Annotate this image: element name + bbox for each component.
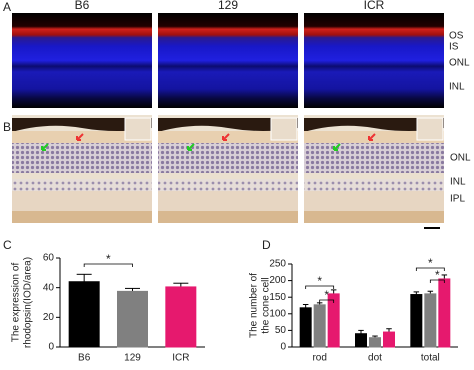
- arrow: [76, 133, 84, 141]
- opl-layer: [158, 173, 298, 179]
- gcl-layer: [158, 211, 298, 223]
- layer-label: OS: [449, 31, 464, 42]
- fluorescence-image: [12, 13, 152, 108]
- bar: [438, 278, 451, 348]
- panel-label: A: [3, 0, 11, 14]
- y-axis-label: rhodopsin(IOD/area): [23, 257, 34, 348]
- pigment-layer: [158, 118, 298, 132]
- onl-layer: [158, 143, 298, 173]
- y-tick-label: 60: [43, 253, 55, 264]
- strain-label: B6: [75, 0, 90, 12]
- fluorescence-image: [304, 13, 444, 108]
- inl-layer: [12, 179, 152, 191]
- significance-bracket: [83, 263, 133, 267]
- y-axis-label: The expression of: [11, 263, 22, 343]
- arrow: [368, 133, 376, 141]
- segment-layer: [158, 131, 298, 143]
- bar: [410, 294, 423, 348]
- strain-label: ICR: [364, 0, 385, 12]
- ipl-layer: [158, 191, 298, 211]
- pigment-layer: [12, 118, 152, 132]
- bar: [68, 281, 100, 348]
- inset: [124, 117, 152, 141]
- x-tick-label: ICR: [172, 353, 189, 364]
- y-tick-label: 20: [43, 312, 55, 323]
- y-tick-label: 50: [275, 325, 287, 336]
- significance-label: *: [106, 252, 111, 266]
- micrographs: [12, 13, 444, 229]
- arrow: [222, 133, 230, 141]
- bar: [355, 333, 367, 348]
- y-tick-label: 100: [269, 308, 286, 319]
- y-tick-label: 200: [269, 275, 286, 286]
- arrow: [187, 143, 195, 151]
- bar: [383, 331, 395, 348]
- bar: [327, 293, 340, 348]
- panel-label: B: [3, 120, 11, 134]
- bar: [117, 290, 148, 348]
- y-axis-label: the cone cell: [261, 277, 272, 333]
- opl-layer: [304, 173, 444, 179]
- y-tick-label: 0: [280, 342, 286, 353]
- inset: [270, 117, 298, 141]
- arrow: [41, 143, 49, 151]
- significance-label: *: [428, 256, 433, 270]
- x-tick-label: 129: [124, 353, 141, 364]
- significance-bracket: [415, 267, 445, 271]
- layer-label: IPL: [450, 194, 465, 205]
- arrow: [333, 143, 341, 151]
- significance-label: *: [324, 288, 329, 302]
- ipl-layer: [12, 191, 152, 211]
- layer-label: INL: [450, 177, 466, 188]
- y-tick-label: 0: [48, 342, 54, 353]
- y-axis-label: The number of: [249, 273, 260, 338]
- y-tick-label: 40: [43, 282, 55, 293]
- opl-layer: [12, 173, 152, 179]
- bar: [424, 293, 437, 348]
- inl-layer: [304, 179, 444, 191]
- strain-label: 129: [218, 0, 238, 12]
- x-tick-label: total: [421, 353, 440, 364]
- pigment-layer: [304, 118, 444, 132]
- onl-layer: [12, 143, 152, 173]
- onl-layer: [304, 143, 444, 173]
- x-tick-label: B6: [78, 353, 91, 364]
- segment-layer: [12, 131, 152, 143]
- layer-label: INL: [449, 82, 465, 93]
- x-tick-label: rod: [312, 353, 326, 364]
- bar: [299, 307, 312, 348]
- y-tick-label: 150: [269, 292, 286, 303]
- y-tick-label: 250: [269, 259, 286, 270]
- bar: [369, 337, 381, 348]
- ipl-layer: [304, 191, 444, 211]
- bar: [313, 304, 326, 348]
- significance-bracket: [305, 285, 335, 289]
- segment-layer: [304, 131, 444, 143]
- gcl-layer: [12, 211, 152, 223]
- layer-label: ONL: [449, 58, 470, 69]
- layer-label: IS: [449, 42, 459, 53]
- fluorescence-image: [158, 13, 298, 108]
- panel-label: C: [3, 238, 12, 252]
- significance-label: *: [435, 268, 440, 282]
- significance-label: *: [317, 274, 322, 288]
- bar: [165, 286, 197, 348]
- x-tick-label: dot: [368, 353, 382, 364]
- layer-label: ONL: [450, 153, 471, 164]
- gcl-layer: [304, 211, 444, 223]
- significance-bracket: [429, 279, 445, 283]
- inl-layer: [158, 179, 298, 191]
- significance-bracket: [319, 299, 335, 303]
- inset: [416, 117, 444, 141]
- panel-label: D: [262, 238, 271, 252]
